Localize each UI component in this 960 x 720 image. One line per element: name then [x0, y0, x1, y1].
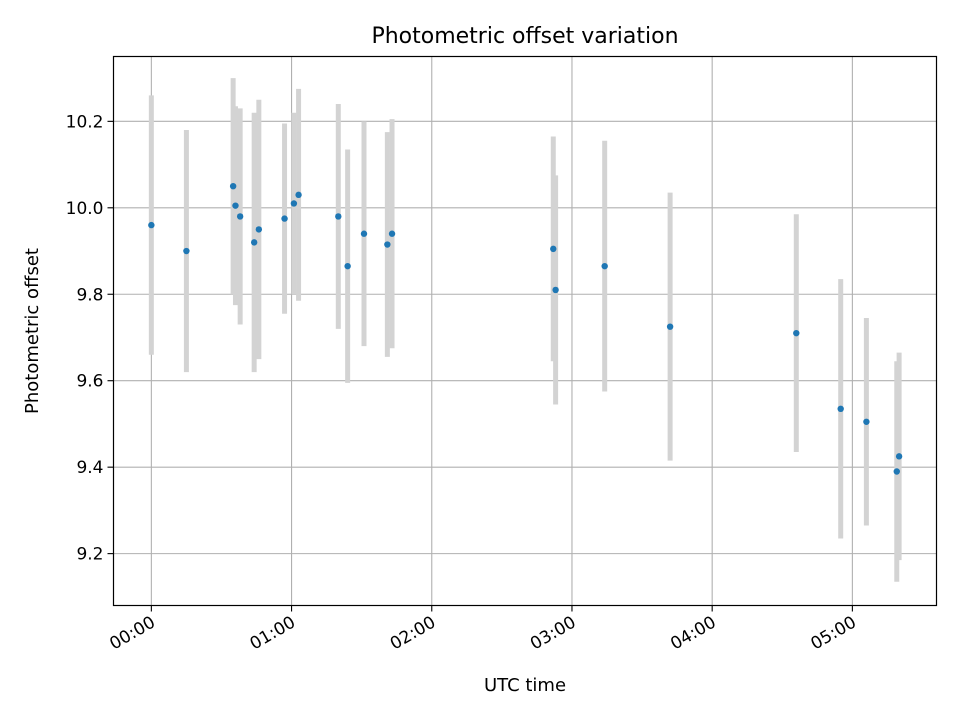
- data-point: [250, 239, 258, 246]
- y-tick-label: 9.8: [76, 285, 103, 305]
- data-point: [384, 241, 391, 248]
- y-tick-label: 9.4: [76, 458, 103, 478]
- y-tick-label: 9.6: [76, 372, 103, 392]
- data-point: [552, 286, 559, 294]
- grid-lines: [113, 56, 937, 606]
- data-point: [893, 468, 900, 475]
- data-points: [148, 182, 903, 475]
- data-point: [360, 230, 368, 237]
- data-point: [388, 230, 396, 237]
- data-point: [183, 247, 190, 255]
- data-point: [895, 453, 903, 460]
- data-point: [236, 213, 244, 220]
- data-point: [281, 215, 288, 222]
- data-point: [232, 202, 239, 209]
- data-point: [295, 191, 302, 199]
- data-point: [863, 418, 870, 425]
- data-point: [229, 182, 237, 190]
- data-point: [601, 262, 608, 270]
- x-axis-label: UTC time: [484, 675, 566, 696]
- y-tick-label: 9.2: [76, 545, 103, 565]
- data-point: [335, 213, 342, 220]
- data-point: [550, 245, 557, 253]
- data-point: [666, 323, 674, 330]
- data-point: [290, 200, 298, 207]
- data-point: [255, 226, 263, 233]
- data-point: [793, 329, 800, 337]
- data-point: [148, 221, 155, 229]
- y-axis-ticks: 9.2 9.4 9.6 9.8 10.0 10.2: [66, 112, 114, 565]
- y-axis-label: Photometric offset: [22, 248, 43, 414]
- plot-frame: [112, 55, 938, 607]
- data-point: [344, 262, 351, 270]
- data-point: [837, 405, 844, 413]
- chart-title: Photometric offset variation: [371, 24, 678, 49]
- y-tick-label: 10.0: [66, 199, 104, 219]
- y-tick-label: 10.2: [66, 112, 104, 132]
